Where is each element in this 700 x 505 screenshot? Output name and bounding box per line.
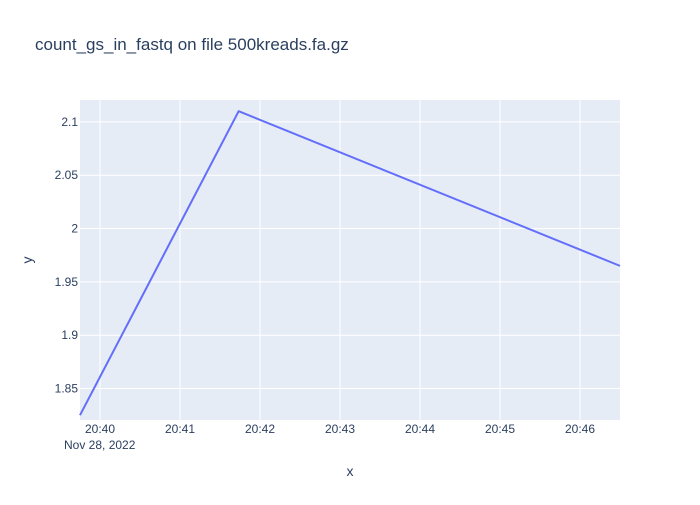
chart-title: count_gs_in_fastq on file 500kreads.fa.g… <box>35 35 349 54</box>
x-axis-ticks: 20:40 20:41 20:42 20:43 20:44 20:45 20:46 <box>85 422 595 436</box>
y-tick-label: 2.1 <box>61 115 78 129</box>
x-tick-label: 20:44 <box>405 422 435 436</box>
y-axis-title: y <box>19 257 35 264</box>
series-line <box>79 110 621 416</box>
x-tick-label: 20:42 <box>245 422 275 436</box>
y-axis-ticks: 1.85 1.9 1.95 2 2.05 2.1 <box>55 115 79 396</box>
y-tick-label: 1.85 <box>55 382 79 396</box>
x-tick-label: 20:46 <box>565 422 595 436</box>
x-axis-title: x <box>347 463 354 479</box>
y-tick-label: 1.95 <box>55 275 79 289</box>
y-tick-label: 1.9 <box>61 328 78 342</box>
x-tick-label: 20:45 <box>485 422 515 436</box>
y-tick-label: 2 <box>71 222 78 236</box>
x-tick-label: 20:40 <box>85 422 115 436</box>
x-tick-label: 20:43 <box>325 422 355 436</box>
x-tick-label: 20:41 <box>165 422 195 436</box>
plot-area <box>80 100 620 420</box>
y-tick-label: 2.05 <box>55 168 79 182</box>
x-axis-date-label: Nov 28, 2022 <box>64 438 136 452</box>
series-layer <box>79 110 621 416</box>
